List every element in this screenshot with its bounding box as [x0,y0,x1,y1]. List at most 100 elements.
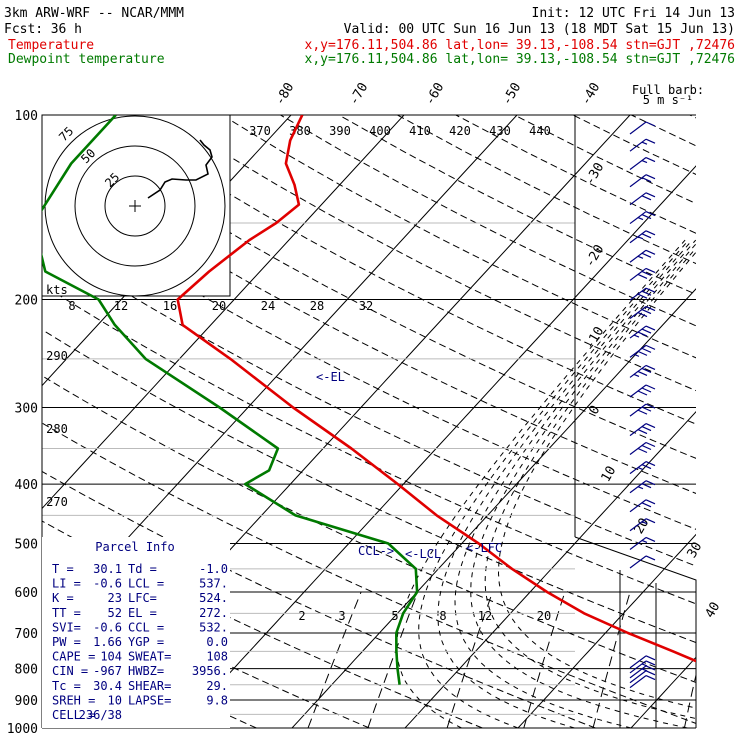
pressure-tick-label: 300 [15,401,38,416]
mixing-ratio-line [592,591,631,728]
temperature-legend-label: Temperature [8,38,94,53]
hodograph-speed-label: 12 [114,299,128,313]
wind-barb [629,518,656,532]
wind-barb [629,344,656,358]
wind-barb-half-flag [641,159,648,164]
pressure-tick-label: 100 [15,109,38,124]
wind-barb-flag [645,403,656,409]
wind-barb [629,156,656,171]
parcel-info-cell: 3956. [192,664,228,678]
parcel-info-cell: CCL = [128,620,164,634]
wind-barb [629,325,656,339]
parcel-info-cell: -0.6 [93,577,122,591]
mixing-ratio-label: 3 [338,609,345,623]
parcel-info-cell: 0.0 [206,635,228,649]
wind-barb-flag [645,441,656,448]
parcel-info-cell: CIN = [52,664,88,678]
wind-barb [629,121,656,135]
temperature-axis-label: 40 [703,600,724,621]
parcel-info-cell: 1.66 [93,635,122,649]
wind-barb-flag [641,406,652,412]
parcel-info-cell: 52 [108,606,122,620]
parcel-info-cell: 9.8 [206,693,228,707]
wind-barb-flag [637,350,648,356]
wind-barb-flag [645,423,656,429]
hodograph-trace [147,139,213,199]
parcel-info-cell: HWBZ= [128,664,164,678]
model-title: 3km ARW-WRF -- NCAR/MMM [4,6,184,21]
barb-legend-line1: Full barb: [632,83,704,97]
wind-barb-half-flag [637,486,644,490]
wind-barb-flag [641,308,652,315]
wind-barb-flag [637,331,648,337]
wind-barb [629,249,656,263]
dewpoint-temperature-line [42,115,419,685]
parcel-info-cell: 236/38 [79,708,122,722]
parcel-info-cell: 30.1 [93,562,122,576]
hodograph: 25 50 75 kts [41,114,231,297]
theta-label: 380 [289,124,311,138]
temperature-axis-label: 10 [599,464,620,485]
wind-barb-flag [645,121,656,127]
wind-barb-flag [637,447,648,454]
wind-barb-flag [645,305,656,312]
wind-barb-half-flag [637,467,644,471]
wind-barb-flag [641,426,652,432]
lcl-marker: <-LCL [405,547,441,561]
wind-barb-flag [641,464,652,470]
wind-barb-flag [645,461,656,467]
theta-label: 400 [369,124,391,138]
lfc-marker: <-LFC [466,541,502,555]
wind-barb-flag [645,174,656,180]
dry-adiabat-line [221,115,696,359]
wind-barb-flag [641,367,652,373]
hodograph-speed-label: 28 [310,299,324,313]
moist-adiabat-line [418,239,690,728]
parcel-info-title: Parcel Info [95,540,174,554]
parcel-info-cell: SVI= [52,620,81,634]
parcel-info-cell: TT = [52,606,81,620]
wind-barb-flag [645,499,656,505]
wind-barb-flag [641,233,652,239]
parcel-info-cell: YGP = [128,635,164,649]
mixing-ratio-line [523,591,566,728]
wind-barb-half-flag [633,373,640,377]
wind-barb-flag [645,670,656,676]
wind-barbs [629,121,656,689]
theta-left-label: 270 [46,495,68,509]
wind-barb [629,192,656,206]
theta-label: 410 [409,124,431,138]
wind-barb-half-flag [637,255,644,259]
hodograph-speed-label: 20 [212,299,226,313]
wind-barb-flag [637,370,648,376]
ccl-marker: CCL-> [358,544,394,558]
wind-barb-flag [645,287,656,293]
theta-label: 430 [489,124,511,138]
dry-adiabat-line [455,115,696,234]
wind-barb [629,499,656,513]
dewpoint-legend-info: x,y=176.11,504.86 lat,lon= 39.13,-108.54… [305,52,735,67]
wind-barb-staff [629,665,647,679]
theta-left-label: 280 [46,422,68,436]
fcst-label: Fcst: [4,22,43,37]
parcel-info-cell: 532. [199,620,228,634]
wind-barb-flag [645,660,656,666]
wind-barb-flag [641,444,652,451]
wind-barb-flag [645,267,656,273]
temperature-legend-info: x,y=176.11,504.86 lat,lon= 39.13,-108.54… [305,38,735,53]
dewpoint-legend-label: Dewpoint temperature [8,52,165,67]
wind-barb-flag [641,177,652,183]
pressure-tick-label: 700 [15,627,38,642]
wind-barb-flag [641,483,652,489]
hodograph-speed-label: 16 [163,299,177,313]
init-time: Init: 12 UTC Fri 14 Jun 13 [532,6,736,21]
wind-barb-half-flag [641,141,648,145]
wind-barb-flag [641,502,652,508]
wind-barb-flag [645,655,656,661]
temperature-axis-label: 20 [632,516,653,537]
wind-barb-flag [645,384,656,390]
mixing-ratio-label: 2 [298,609,305,623]
wind-barb-half-flag [633,334,640,338]
